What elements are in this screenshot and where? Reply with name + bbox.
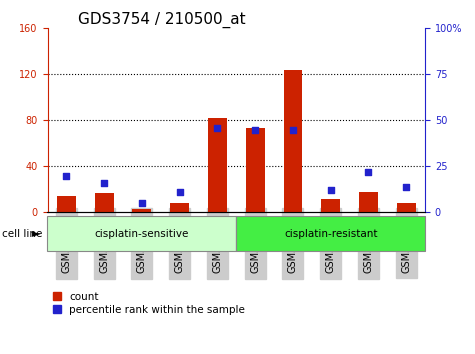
Point bbox=[138, 200, 146, 206]
Bar bbox=[133, 209, 152, 212]
Bar bbox=[57, 196, 76, 212]
Point bbox=[327, 188, 334, 193]
Bar bbox=[237, 216, 425, 251]
Text: GDS3754 / 210500_at: GDS3754 / 210500_at bbox=[78, 12, 245, 28]
Legend: count, percentile rank within the sample: count, percentile rank within the sample bbox=[53, 292, 245, 315]
Point bbox=[365, 169, 372, 175]
Bar bbox=[359, 192, 378, 212]
Bar bbox=[246, 129, 265, 212]
Bar bbox=[48, 216, 237, 251]
Bar bbox=[321, 199, 340, 212]
Bar bbox=[208, 118, 227, 212]
Bar bbox=[397, 203, 416, 212]
Point bbox=[251, 127, 259, 132]
Text: cell line: cell line bbox=[2, 229, 43, 239]
Bar bbox=[95, 193, 114, 212]
Point bbox=[402, 184, 410, 189]
Point bbox=[176, 189, 183, 195]
Bar bbox=[170, 203, 189, 212]
Point bbox=[63, 173, 70, 178]
Text: cisplatin-sensitive: cisplatin-sensitive bbox=[95, 229, 189, 239]
Point bbox=[100, 180, 108, 186]
Point bbox=[214, 125, 221, 131]
Point bbox=[289, 127, 297, 132]
Text: ►: ► bbox=[32, 229, 41, 239]
Text: cisplatin-resistant: cisplatin-resistant bbox=[284, 229, 378, 239]
Bar bbox=[284, 70, 303, 212]
